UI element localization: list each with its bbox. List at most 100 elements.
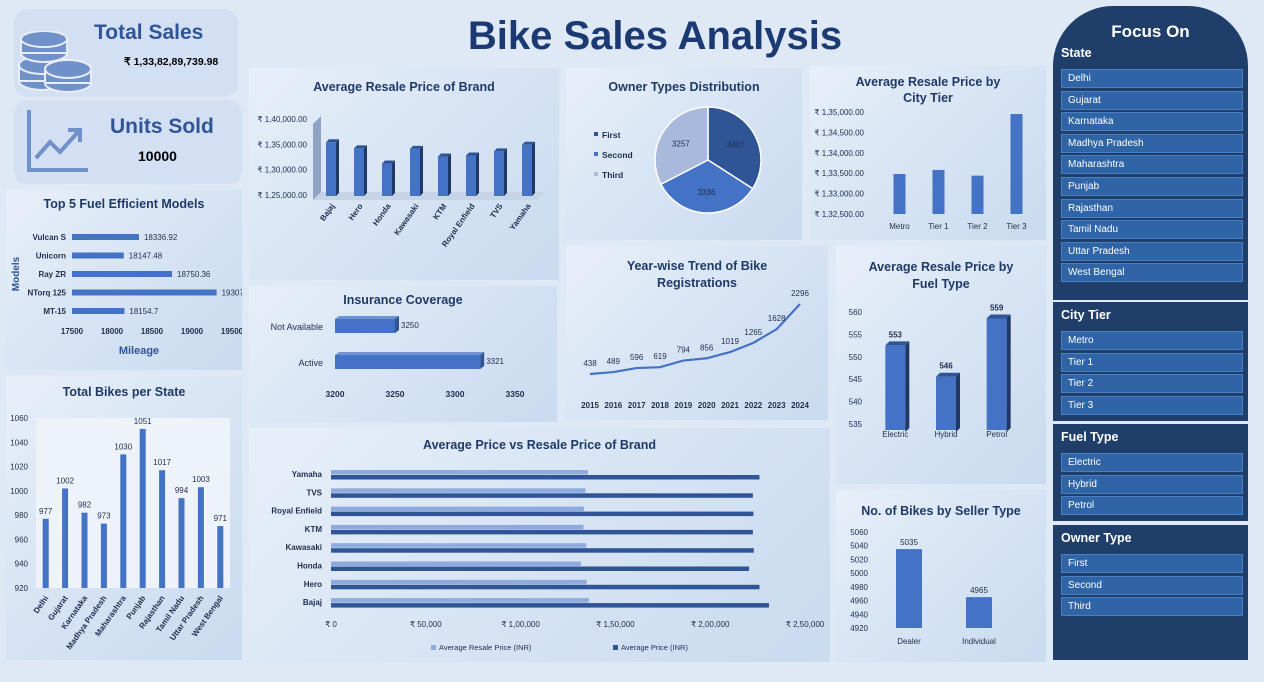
x-tick-label: Honda — [371, 202, 393, 228]
bar — [217, 526, 224, 588]
bar — [72, 308, 125, 314]
y-tick-label: Honda — [297, 562, 322, 571]
y-tick-label: ₹ 1,35,000.00 — [257, 140, 307, 149]
resale-by-fuel-chart: 535 540 545 550 555 560 553 Electric 546 Hybrid 55… — [849, 303, 1011, 439]
slicer-item-maharashtra[interactable]: Maharashtra — [1061, 155, 1243, 175]
x-tick-label: 3200 — [326, 389, 345, 399]
bar — [1010, 114, 1023, 214]
slicer-item-second[interactable]: Second — [1061, 575, 1243, 595]
y-tick-label: ₹ 1,33,000.00 — [814, 190, 864, 199]
bar — [72, 289, 217, 296]
y-tick-label: 1060 — [10, 414, 28, 423]
y-tick-label: Ray ZR — [38, 270, 66, 279]
bar-side — [476, 152, 479, 196]
bar-top — [438, 153, 451, 157]
slicer-item-punjab[interactable]: Punjab — [1061, 177, 1243, 196]
x-tick-label: KTM — [431, 202, 449, 222]
data-label: 1019 — [721, 337, 739, 346]
slicer-item-uttar-pradesh[interactable]: Uttar Pradesh — [1061, 241, 1243, 261]
slicer-item-tamil-nadu[interactable]: Tamil Nadu — [1061, 220, 1243, 240]
total-sales-card: Total Sales ₹ 1,33,82,89,739.98 — [14, 9, 238, 97]
owner-types-chart: 3407 First 3336 Second 3257 Third — [594, 106, 762, 214]
slicer-item-hybrid[interactable]: Hybrid — [1061, 474, 1243, 494]
x-tick-label: 3350 — [506, 389, 525, 399]
data-label: 5035 — [900, 538, 918, 547]
slicer-item-electric[interactable]: Electric — [1061, 453, 1243, 472]
x-tick-label: ₹ 1,00,000 — [501, 620, 540, 629]
slicer-item-madhya-pradesh[interactable]: Madhya Pradesh — [1061, 133, 1243, 153]
x-tick-label: ₹ 0 — [325, 620, 337, 629]
y-tick-label: 555 — [849, 330, 863, 339]
bar — [72, 234, 139, 240]
data-label: 2296 — [791, 289, 809, 298]
slicer-item-tier-1[interactable]: Tier 1 — [1061, 352, 1243, 372]
slicer-item-west-bengal[interactable]: West Bengal — [1061, 263, 1243, 283]
x-tick-label: Yamaha — [508, 202, 533, 232]
data-label: 19307.08 — [222, 289, 242, 298]
bar — [494, 151, 504, 196]
bikes-per-state-chart: 920 940 960 980 1000 1020 1040 1060 977 Delhi 1002… — [10, 414, 230, 651]
y-tick-label: ₹ 1,34,500.00 — [814, 128, 864, 137]
y-axis-label: Models — [11, 256, 22, 291]
bar-side — [1006, 314, 1011, 432]
bar — [331, 475, 760, 480]
bar-side — [532, 141, 535, 196]
bar — [331, 506, 584, 512]
bar — [331, 584, 760, 590]
slicer-item-delhi[interactable]: Delhi — [1061, 69, 1243, 88]
bar-side — [956, 372, 960, 432]
y-tick-label: 5040 — [850, 542, 868, 551]
data-label: 1003 — [192, 475, 210, 484]
x-tick-label: Electric — [882, 430, 908, 439]
slicer-item-rajasthan[interactable]: Rajasthan — [1061, 198, 1243, 218]
slicer-item-third[interactable]: Third — [1061, 597, 1243, 617]
owner-type-slicer: Owner Type First Second Third — [1053, 525, 1248, 660]
x-tick-label: 2015 — [581, 401, 599, 410]
slicer-item-tier-2[interactable]: Tier 2 — [1061, 374, 1243, 394]
slicer-item-first[interactable]: First — [1061, 554, 1243, 573]
seller-type-card: No. of Bikes by Seller Type 4920 4940 4960… — [836, 490, 1046, 662]
y-tick-label: 535 — [849, 420, 863, 429]
x-tick-label: 19500 — [221, 327, 242, 336]
bar-side — [392, 160, 395, 196]
slicer-item-gujarat[interactable]: Gujarat — [1061, 90, 1243, 110]
x-tick-label: Hybrid — [934, 430, 957, 439]
bar — [120, 454, 127, 588]
bar — [72, 271, 173, 277]
x-tick-label: Bajaj — [318, 202, 336, 223]
legend-swatch — [613, 645, 618, 650]
y-tick-label: 560 — [849, 308, 863, 317]
y-tick-label: 5060 — [850, 528, 868, 537]
data-label: 438 — [583, 359, 597, 368]
slicer-item-metro[interactable]: Metro — [1061, 331, 1243, 350]
legend-label: Second — [602, 150, 633, 160]
fuel-efficient-models-chart: Vulcan S 18336.92 Unicorn 18147.48 Ray ZR 187… — [11, 233, 242, 357]
bar — [382, 163, 392, 196]
bar — [72, 252, 124, 259]
bar — [331, 529, 753, 535]
bar-top — [354, 145, 367, 149]
x-tick-label: 2022 — [744, 401, 762, 410]
slicer-item-karnataka[interactable]: Karnataka — [1061, 112, 1243, 132]
bar — [522, 144, 532, 196]
bar — [331, 579, 587, 585]
plot-area — [36, 418, 230, 588]
y-tick-label: ₹ 1,34,000.00 — [814, 149, 864, 158]
x-tick-label: 18500 — [141, 327, 164, 336]
chart-title: Average Resale Price of Brand — [313, 80, 495, 94]
slicer-item-tier-3[interactable]: Tier 3 — [1061, 395, 1243, 415]
bar — [62, 488, 69, 588]
x-tick-label: ₹ 2,00,000 — [691, 620, 730, 629]
chart-title: Average Resale Price by City Tier — [855, 75, 1001, 105]
y-tick-label: ₹ 1,32,500.00 — [814, 210, 864, 219]
insurance-coverage-card: Insurance Coverage Not Available 3250 Acti… — [249, 286, 557, 422]
slicer-item-petrol[interactable]: Petrol — [1061, 496, 1243, 516]
legend-swatch — [594, 132, 598, 136]
x-tick-label: Petrol — [986, 430, 1007, 439]
data-label: 619 — [653, 352, 667, 361]
avg-vs-resale-chart: Yamaha TVS Royal Enfield KTM Kawasaki Honda He… — [271, 470, 825, 652]
y-tick-label: ₹ 1,25,000.00 — [257, 191, 307, 200]
x-tick-label: 18000 — [101, 327, 124, 336]
bar — [932, 169, 945, 214]
bar — [331, 488, 586, 493]
